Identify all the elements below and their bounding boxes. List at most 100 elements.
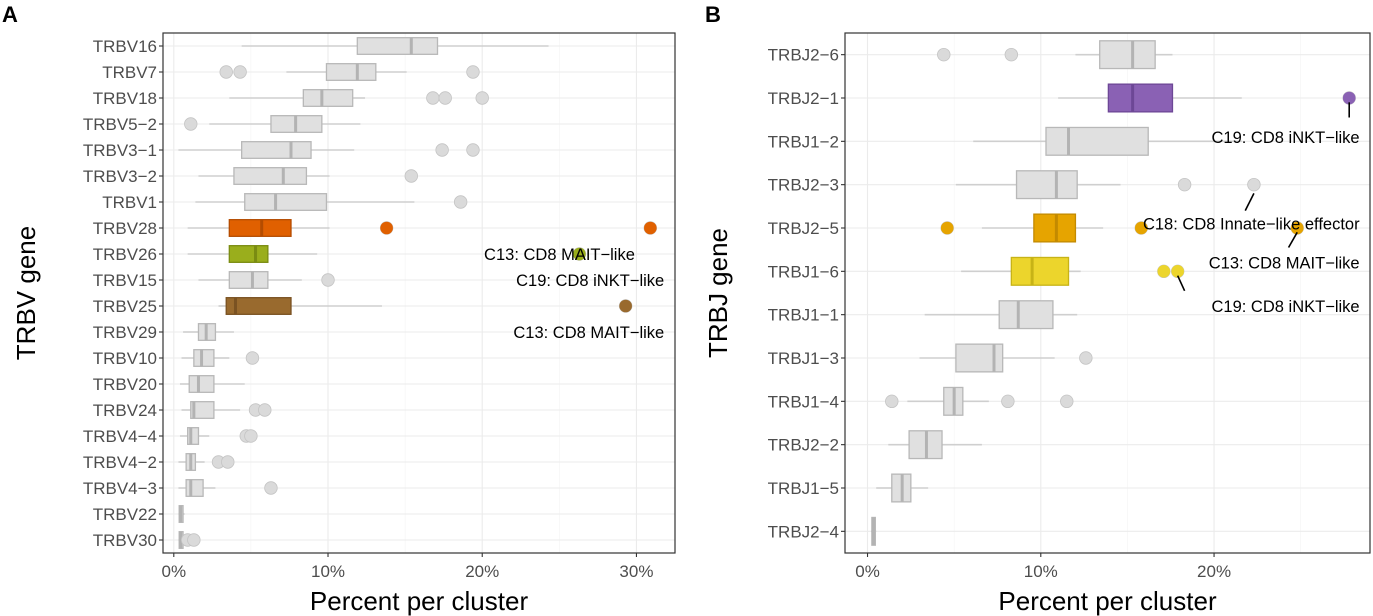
box-TRBJ1−6 [1010, 256, 1070, 286]
outlier-point [466, 65, 480, 79]
annotation-label: C19: CD8 iNKT−like [1212, 129, 1360, 147]
outlier-point [1001, 394, 1015, 409]
outlier-point [187, 533, 201, 547]
y-tick-label: TRBJ2−5 [768, 219, 839, 238]
box-TRBV24 [190, 401, 215, 419]
y-tick-label: TRBJ2−1 [768, 89, 839, 108]
outlier-point [1004, 47, 1019, 62]
highlight-point [380, 221, 393, 235]
x-tick-label: 20% [465, 562, 499, 581]
x-tick-label: 0% [855, 562, 880, 581]
highlight-point [619, 299, 632, 313]
y-tick-label: TRBV29 [93, 323, 157, 342]
y-tick-label: TRBV28 [93, 219, 157, 238]
panel-border [162, 32, 676, 554]
y-tick-label: TRBJ2−2 [768, 436, 839, 455]
box-TRBV16 [356, 37, 439, 55]
outlier-point [885, 394, 899, 409]
outlier-point [453, 195, 468, 209]
box-TRBV10 [193, 349, 215, 367]
box-TRBV3−2 [233, 167, 308, 185]
box-TRBV20 [188, 375, 215, 393]
box-TRBJ1−1 [998, 300, 1054, 330]
outlier-point [404, 169, 418, 183]
outlier-point [321, 273, 335, 287]
outlier-point [1177, 177, 1192, 192]
annotation-leader [1244, 192, 1255, 212]
highlight-point [644, 221, 657, 235]
panel-a: C13: CD8 MAIT−like C19: CD8 iNKT−like C13:… [2, 2, 676, 616]
box-TRBJ2−6 [1099, 40, 1156, 70]
box-TRBV28 [228, 219, 292, 237]
y-axis-title: TRBJ gene [703, 228, 733, 358]
y-tick-label: TRBV16 [93, 37, 157, 56]
outlier-point [937, 47, 951, 62]
y-tick-label: TRBJ1−1 [768, 306, 839, 325]
y-tick-label: TRBV7 [102, 63, 157, 82]
y-tick-label: TRBV10 [93, 349, 157, 368]
outlier-point [475, 91, 489, 105]
box-TRBV25 [225, 297, 292, 315]
annotation-label: C13: CD8 MAIT−like [484, 246, 635, 264]
highlight-point [573, 247, 586, 261]
box-TRBV1 [244, 193, 328, 211]
highlight-point [1290, 221, 1304, 235]
box-TRBV26 [228, 245, 269, 263]
box-TRBJ1−3 [955, 343, 1004, 373]
y-tick-label: TRBJ2−6 [768, 46, 839, 65]
outlier-point [1060, 394, 1074, 409]
outlier-point [1247, 177, 1261, 192]
annotation-leader [1287, 231, 1298, 248]
highlight-point [1171, 265, 1184, 278]
x-axis-title: Percent per cluster [310, 586, 529, 616]
outlier-point [219, 65, 233, 79]
y-tick-label: TRBJ2−4 [768, 522, 839, 541]
y-tick-label: TRBV5−2 [83, 115, 157, 134]
highlight-point [1342, 91, 1356, 105]
y-tick-label: TRBV24 [93, 401, 157, 420]
x-tick-label: 20% [1197, 562, 1231, 581]
outlier-point [466, 143, 480, 157]
panel-letter: A [2, 2, 18, 27]
y-tick-label: TRBV20 [93, 375, 157, 394]
outlier-point [244, 429, 258, 443]
y-axis-title: TRBV gene [11, 226, 41, 360]
x-tick-label: 30% [619, 562, 653, 581]
y-tick-label: TRBV15 [93, 271, 157, 290]
y-tick-label: TRBV25 [93, 297, 157, 316]
y-tick-label: TRBV18 [93, 89, 157, 108]
x-tick-label: 10% [311, 562, 345, 581]
x-tick-label: 10% [1024, 562, 1058, 581]
annotation-leader [1176, 275, 1186, 292]
box-TRBV7 [325, 63, 377, 81]
y-tick-label: TRBV1 [102, 193, 157, 212]
y-tick-label: TRBJ1−4 [768, 392, 839, 411]
y-tick-label: TRBJ1−5 [768, 479, 839, 498]
box-TRBV3−1 [241, 141, 312, 159]
annotation-label: C19: CD8 iNKT−like [516, 272, 664, 290]
outlier-point [264, 481, 278, 495]
y-tick-label: TRBV4−4 [83, 427, 157, 446]
panel-border [844, 32, 1371, 554]
y-tick-label: TRBJ1−6 [768, 262, 839, 281]
outlier-point [233, 65, 247, 79]
y-tick-label: TRBV4−2 [83, 453, 157, 472]
outlier-point [426, 91, 440, 105]
outlier-point [184, 117, 198, 131]
x-axis-title: Percent per cluster [998, 586, 1217, 616]
annotation-label: C13: CD8 MAIT−like [1209, 255, 1360, 273]
annotation-label: C19: CD8 iNKT−like [1212, 298, 1360, 316]
outlier-point [1079, 351, 1093, 365]
annotation-label: C13: CD8 MAIT−like [513, 324, 664, 342]
outlier-point [245, 351, 260, 365]
box-TRBV15 [228, 271, 269, 289]
box-TRBV18 [302, 89, 354, 107]
annotation-label: C18: CD8 Innate−like effector [1143, 216, 1360, 234]
outlier-point [438, 91, 452, 105]
highlight-point [1157, 265, 1171, 278]
outlier-point [221, 455, 235, 469]
y-tick-label: TRBV30 [93, 531, 157, 550]
highlight-point [1134, 221, 1148, 235]
panel-b: C19: CD8 iNKT−like C18: CD8 Innate−like e… [703, 2, 1371, 616]
